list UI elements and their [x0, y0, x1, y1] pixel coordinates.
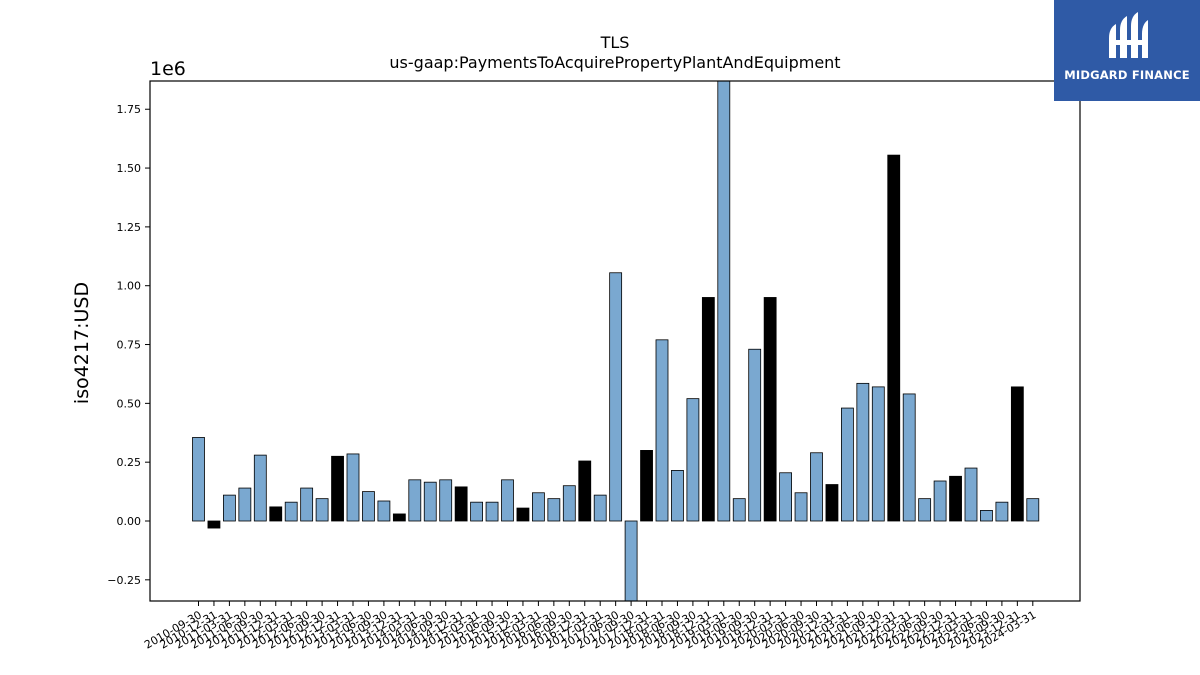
bar-2015-03-31	[470, 501, 484, 522]
bar-2014-12-31	[454, 486, 468, 522]
bar-2017-03-31	[593, 494, 607, 522]
bar-2012-12-31	[331, 455, 344, 522]
bar-2022-09-30	[933, 480, 947, 522]
y-tick-label: 0.75	[117, 339, 142, 352]
bar-2020-06-30	[794, 492, 808, 522]
bar-2014-09-30	[439, 479, 453, 522]
bar-2017-06-30	[609, 272, 623, 522]
bar-2018-06-30	[671, 470, 684, 522]
bar-2023-09-30	[995, 501, 1009, 522]
chart-title: TLS	[600, 33, 630, 52]
brand-logo: MIDGARD FINANCE	[1054, 0, 1200, 101]
bar-2011-03-31	[222, 494, 236, 522]
bar-2021-06-30	[856, 382, 870, 522]
bar-2018-09-30	[686, 398, 700, 522]
bar-2021-03-31	[841, 407, 854, 522]
brand-name: MIDGARD FINANCE	[1064, 68, 1190, 82]
x-axis: 2010-09-302010-12-312011-03-312011-06-30…	[142, 601, 1038, 652]
bar-2014-06-30	[423, 481, 437, 522]
bar-2013-09-30	[377, 500, 391, 522]
bar-2019-12-31	[763, 297, 777, 522]
y-tick-label: 1.00	[117, 280, 142, 293]
bar-2011-09-30	[253, 454, 267, 522]
bar-2017-12-31	[640, 450, 653, 522]
chart-subtitle: us-gaap:PaymentsToAcquirePropertyPlantAn…	[389, 53, 840, 72]
bar-2016-12-31	[578, 460, 592, 522]
bar-2020-12-31	[825, 484, 839, 522]
bar-2016-06-30	[547, 498, 561, 522]
bar-2017-09-30	[624, 520, 638, 601]
bar-2013-03-31	[346, 453, 360, 522]
bar-2012-06-30	[300, 487, 314, 522]
y-exponent-label: 1e6	[150, 58, 186, 80]
y-tick-label: 1.25	[117, 221, 142, 234]
y-tick-label: 0.00	[117, 515, 142, 528]
y-axis-label: iso4217:USD	[71, 282, 93, 404]
bar-2010-12-31	[207, 520, 221, 529]
bar-2022-03-31	[902, 393, 916, 522]
bar-2016-03-31	[532, 492, 545, 522]
bar-2023-03-31	[964, 467, 978, 522]
bar-2020-03-31	[779, 472, 792, 522]
bar-2012-03-31	[284, 501, 298, 522]
bar-2011-12-31	[269, 506, 283, 522]
bar-2015-12-31	[516, 507, 530, 522]
bar-2010-09-30	[192, 437, 205, 522]
midgard-logo-icon	[1109, 12, 1148, 58]
bar-2018-03-31	[655, 339, 669, 522]
bar-2014-03-31	[408, 479, 422, 522]
bar-2021-09-30	[871, 386, 885, 522]
bar-2013-06-30	[362, 491, 375, 522]
bar-2019-06-30	[732, 498, 746, 522]
bar-2018-12-31	[701, 297, 715, 522]
plot-frame	[149, 80, 1081, 602]
y-tick-label: 0.25	[117, 456, 142, 469]
bar-2019-03-31	[717, 81, 731, 522]
y-axis: −0.25 0.00 0.25 0.50 0.75 1.00 1.25 1.50 1.75	[107, 103, 150, 587]
bar-2015-09-30	[501, 479, 514, 522]
bar-2023-12-31	[1010, 386, 1024, 522]
bar-2021-12-31	[887, 154, 901, 522]
bars-group	[192, 81, 1040, 601]
bar-2022-12-31	[949, 475, 962, 522]
bar-2016-09-30	[562, 485, 576, 522]
bar-2011-06-30	[238, 487, 252, 522]
y-tick-label: −0.25	[107, 574, 141, 587]
bar-2020-09-30	[810, 452, 823, 522]
y-tick-label: 1.50	[117, 162, 142, 175]
bar-2012-09-30	[315, 498, 329, 522]
bar-2013-12-31	[392, 513, 406, 522]
y-tick-label: 0.50	[117, 397, 142, 410]
bar-2022-06-30	[918, 498, 932, 522]
bar-2024-03-31	[1026, 498, 1040, 522]
y-tick-label: 1.75	[117, 103, 142, 116]
bar-2019-09-30	[748, 348, 762, 522]
bar-2015-06-30	[485, 501, 499, 522]
bar-2023-06-30	[980, 510, 993, 522]
